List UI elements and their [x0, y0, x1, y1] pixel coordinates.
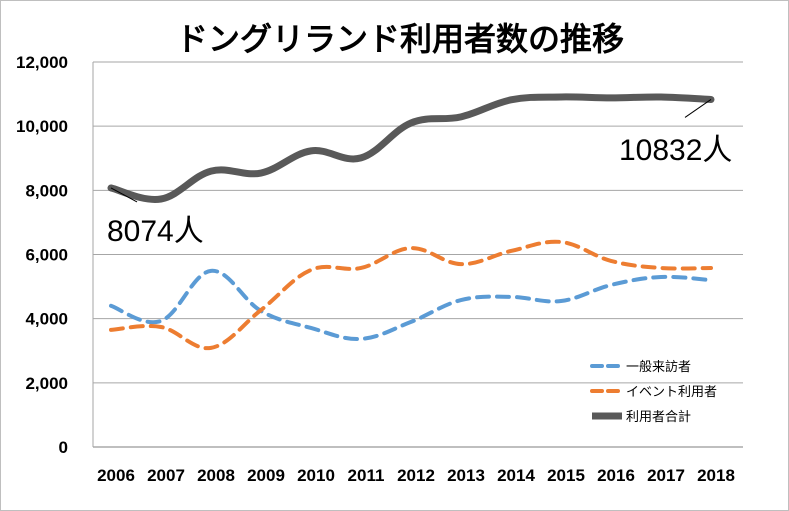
y-tick-label: 2,000 — [25, 374, 68, 393]
x-tick-label: 2006 — [97, 466, 135, 485]
annotation-label: 8074人 — [107, 215, 204, 248]
x-tick-label: 2014 — [497, 466, 535, 485]
x-tick-label: 2009 — [247, 466, 285, 485]
x-tick-label: 2018 — [697, 466, 735, 485]
y-tick-label: 8,000 — [25, 181, 68, 200]
annotation-leader — [110, 187, 138, 203]
x-tick-label: 2012 — [397, 466, 435, 485]
x-tick-label: 2013 — [447, 466, 485, 485]
x-tick-label: 2017 — [647, 466, 685, 485]
y-tick-label: 0 — [59, 438, 68, 457]
annotation-label: 10832人 — [619, 134, 732, 167]
x-tick-label: 2008 — [197, 466, 235, 485]
x-tick-label: 2011 — [348, 466, 385, 485]
legend-label: 利用者合計 — [626, 409, 691, 425]
series-line-0 — [109, 268, 713, 341]
y-tick-label: 4,000 — [25, 310, 68, 329]
annotation-leader — [684, 99, 712, 118]
y-tick-label: 6,000 — [25, 246, 68, 265]
y-tick-label: 12,000 — [16, 53, 68, 72]
legend-label: 一般来訪者 — [626, 359, 691, 375]
x-tick-label: 2016 — [597, 466, 635, 485]
x-tick-label: 2010 — [297, 466, 335, 485]
x-tick-label: 2015 — [547, 466, 585, 485]
legend-label: イベント利用者 — [626, 385, 717, 400]
chart-title: ドングリランド利用者数の推移 — [176, 20, 624, 58]
x-tick-label: 2007 — [147, 466, 185, 485]
y-tick-label: 10,000 — [16, 117, 68, 136]
